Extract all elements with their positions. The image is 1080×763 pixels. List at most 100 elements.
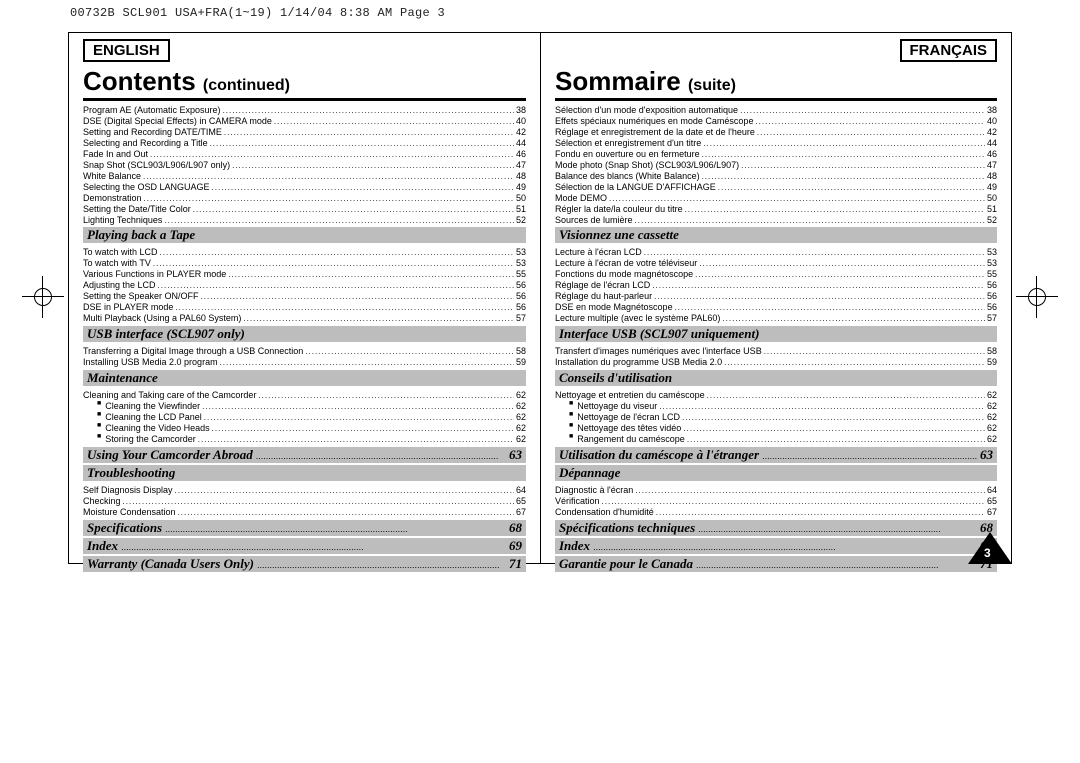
- toc-dots: [178, 507, 514, 518]
- toc-page: 53: [516, 258, 526, 269]
- toc-label: Nettoyage de l'écran LCD: [577, 412, 680, 423]
- toc-page: 56: [987, 291, 997, 302]
- toc-page: 53: [987, 247, 997, 258]
- toc-dots: [683, 423, 985, 434]
- language-label-francais: FRANÇAIS: [900, 39, 998, 62]
- toc-dots: [256, 451, 506, 467]
- toc-sections-right: Visionnez une cassetteLecture à l'écran …: [555, 227, 997, 571]
- toc-dots: [699, 258, 985, 269]
- toc-label: Setting the Speaker ON/OFF: [83, 291, 199, 302]
- toc-row: White Balance48: [83, 171, 526, 182]
- toc-block: Transferring a Digital Image through a U…: [83, 346, 526, 368]
- section-heading-text: Utilisation du caméscope à l'étranger: [559, 447, 759, 463]
- toc-page: 38: [987, 105, 997, 116]
- toc-dots: [228, 269, 514, 280]
- toc-row: Nettoyage et entretien du caméscope62: [555, 390, 997, 401]
- toc-page: 65: [987, 496, 997, 507]
- section-heading-text: Specifications: [87, 520, 162, 536]
- toc-row: Snap Shot (SCL903/L906/L907 only)47: [83, 160, 526, 171]
- toc-label: Installing USB Media 2.0 program: [83, 357, 218, 368]
- toc-label: Lecture à l'écran de votre téléviseur: [555, 258, 697, 269]
- toc-row: Multi Playback (Using a PAL60 System)57: [83, 313, 526, 324]
- toc-row: Nettoyage de l'écran LCD 62: [555, 412, 997, 423]
- toc-dots: [274, 116, 514, 127]
- toc-label: Lighting Techniques: [83, 215, 162, 226]
- toc-label: Sélection d'un mode d'exposition automat…: [555, 105, 738, 116]
- toc-label: Mode DEMO: [555, 193, 607, 204]
- toc-dots: [687, 434, 985, 445]
- title-sub: (suite): [688, 77, 736, 94]
- toc-page: 49: [516, 182, 526, 193]
- toc-dots: [702, 171, 985, 182]
- toc-label: Cleaning and Taking care of the Camcorde…: [83, 390, 256, 401]
- toc-row: Mode DEMO50: [555, 193, 997, 204]
- toc-label: Selecting the OSD LANGUAGE: [83, 182, 210, 193]
- toc-page: 58: [987, 346, 997, 357]
- toc-page: 46: [987, 149, 997, 160]
- toc-dots: [305, 346, 514, 357]
- crop-mark-right: [1020, 280, 1054, 314]
- toc-dots: [644, 247, 985, 258]
- toc-pre-left: Program AE (Automatic Exposure)38DSE (Di…: [83, 105, 526, 225]
- toc-row: To watch with LCD53: [83, 247, 526, 258]
- section-heading-text: Interface USB (SCL907 uniquement): [559, 326, 759, 342]
- column-francais: FRANÇAIS Sommaire (suite) Sélection d'un…: [540, 33, 1011, 563]
- toc-page: 47: [987, 160, 997, 171]
- section-heading: Using Your Camcorder Abroad63: [83, 447, 526, 463]
- toc-row: Régler la date/la couleur du titre51: [555, 204, 997, 215]
- toc-page: 51: [516, 204, 526, 215]
- toc-row: DSE in PLAYER mode56: [83, 302, 526, 313]
- toc-page: 40: [516, 116, 526, 127]
- toc-block: Self Diagnosis Display64Checking65Moistu…: [83, 485, 526, 518]
- toc-dots: [193, 204, 514, 215]
- toc-row: Installation du programme USB Media 2.05…: [555, 357, 997, 368]
- section-heading: Index69: [83, 538, 526, 554]
- section-heading: USB interface (SCL907 only): [83, 326, 526, 342]
- toc-row: Storing the Camcorder62: [83, 434, 526, 445]
- title-sub: (continued): [203, 77, 290, 94]
- toc-label: Régler la date/la couleur du titre: [555, 204, 683, 215]
- toc-row: Cleaning the LCD Panel62: [83, 412, 526, 423]
- toc-dots: [685, 204, 985, 215]
- toc-label: Réglage du haut-parleur: [555, 291, 652, 302]
- toc-label: Cleaning the Video Heads: [105, 423, 209, 434]
- toc-dots: [143, 171, 514, 182]
- toc-page: 53: [987, 258, 997, 269]
- toc-row: Fondu en ouverture ou en fermeture46: [555, 149, 997, 160]
- toc-label: Setting the Date/Title Color: [83, 204, 191, 215]
- toc-row: Rangement du caméscope62: [555, 434, 997, 445]
- toc-dots: [740, 105, 985, 116]
- toc-label: Fade In and Out: [83, 149, 148, 160]
- toc-page: 42: [987, 127, 997, 138]
- toc-label: Sources de lumière: [555, 215, 633, 226]
- toc-page: 67: [516, 507, 526, 518]
- toc-dots: [654, 291, 985, 302]
- toc-page: 65: [516, 496, 526, 507]
- toc-row: Adjusting the LCD56: [83, 280, 526, 291]
- toc-row: Nettoyage du viseur62: [555, 401, 997, 412]
- toc-row: Cleaning the Viewfinder62: [83, 401, 526, 412]
- toc-page: 62: [987, 412, 997, 423]
- section-heading: Conseils d'utilisation: [555, 370, 997, 386]
- toc-row: Checking65: [83, 496, 526, 507]
- toc-dots: [210, 138, 514, 149]
- toc-page: 48: [516, 171, 526, 182]
- toc-dots: [165, 524, 506, 540]
- page-number: 3: [984, 546, 991, 560]
- toc-dots: [695, 269, 985, 280]
- toc-row: Sélection de la LANGUE D'AFFICHAGE49: [555, 182, 997, 193]
- toc-dots: [144, 193, 514, 204]
- toc-page: 53: [516, 247, 526, 258]
- section-heading-text: Index: [87, 538, 118, 554]
- toc-page: 62: [516, 401, 526, 412]
- section-heading-text: Dépannage: [559, 465, 620, 481]
- toc-block: Diagnostic à l'écran64Vérification65Cond…: [555, 485, 997, 518]
- toc-label: Lecture à l'écran LCD: [555, 247, 642, 258]
- toc-row: Demonstration50: [83, 193, 526, 204]
- contents-title: Contents (continued): [83, 66, 526, 101]
- title-text: Contents: [83, 66, 196, 96]
- toc-row: Various Functions in PLAYER mode55: [83, 269, 526, 280]
- toc-label: Transferring a Digital Image through a U…: [83, 346, 303, 357]
- page-frame: ENGLISH Contents (continued) Program AE …: [68, 32, 1012, 564]
- toc-dots: [175, 302, 514, 313]
